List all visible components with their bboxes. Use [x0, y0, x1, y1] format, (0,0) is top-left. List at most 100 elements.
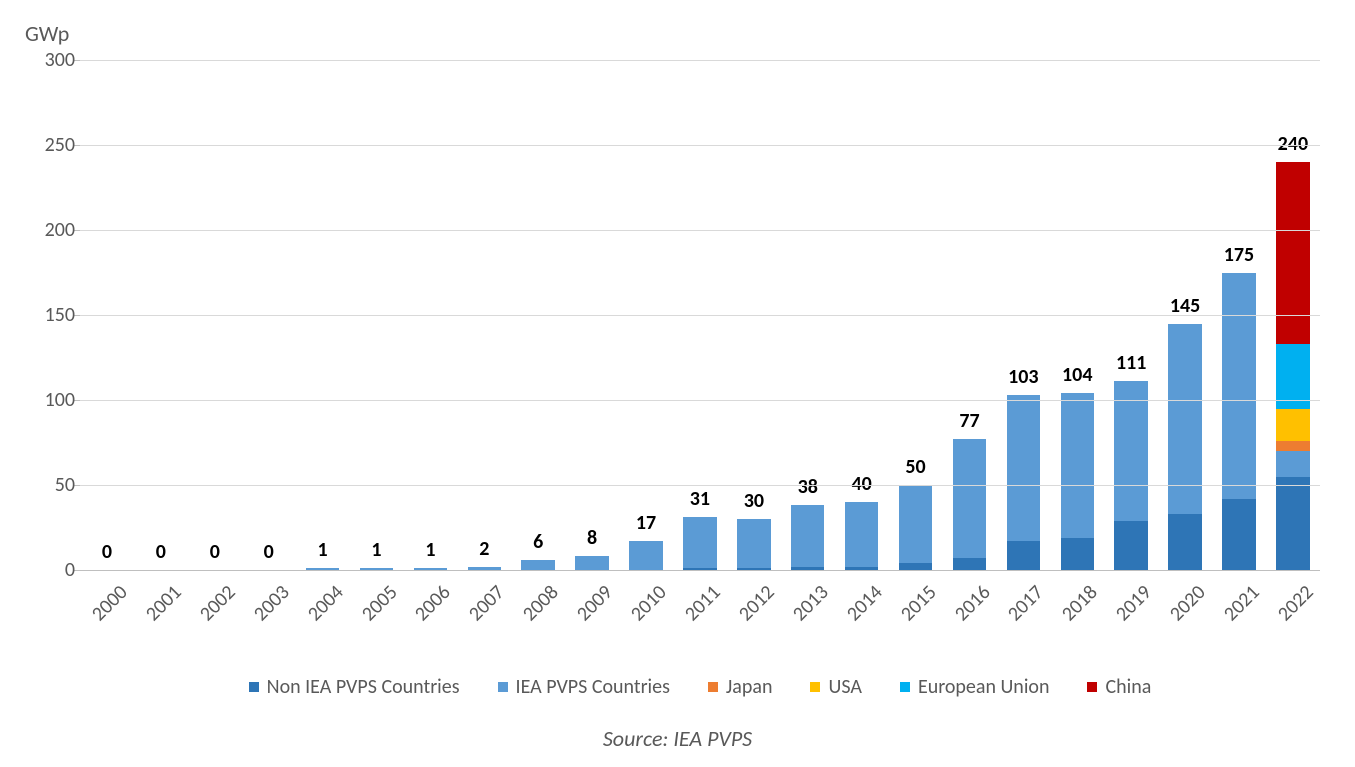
- bar-segment: [1276, 162, 1309, 344]
- legend-swatch: [708, 682, 718, 692]
- y-tick-label: 50: [25, 473, 75, 497]
- plot-area: 0000111268173130384050771031041111451752…: [80, 60, 1320, 571]
- bar: [683, 517, 716, 570]
- bar: [414, 568, 447, 570]
- bar-total-label: 240: [1278, 132, 1308, 156]
- gridline: [80, 145, 1320, 146]
- gridline: [80, 60, 1320, 61]
- bar-total-label: 50: [905, 455, 925, 479]
- y-tick-label: 250: [25, 133, 75, 157]
- bar-segment: [899, 563, 932, 570]
- bar: [1222, 273, 1255, 570]
- bar-total-label: 0: [264, 540, 274, 564]
- bar: [737, 519, 770, 570]
- legend-label: Non IEA PVPS Countries: [267, 675, 460, 699]
- bar-segment: [683, 568, 716, 570]
- bar-segment: [1276, 409, 1309, 441]
- bar-total-label: 1: [318, 538, 328, 562]
- gridline: [80, 230, 1320, 231]
- legend-item: Japan: [708, 675, 773, 699]
- source-caption: Source: IEA PVPS: [0, 725, 1355, 752]
- bar-segment: [1168, 514, 1201, 570]
- bar-total-label: 1: [425, 538, 435, 562]
- bar-total-label: 30: [744, 489, 764, 513]
- bar: [1114, 381, 1147, 570]
- bar: [791, 505, 824, 570]
- bar-total-label: 0: [156, 540, 166, 564]
- bar-segment: [1061, 538, 1094, 570]
- bar-segment: [629, 541, 662, 570]
- bar: [575, 556, 608, 570]
- legend-label: USA: [828, 675, 861, 699]
- bar-total-label: 145: [1170, 294, 1200, 318]
- bar-total-label: 40: [852, 472, 872, 496]
- bar-segment: [683, 517, 716, 568]
- bar-segment: [791, 505, 824, 566]
- bar-segment: [845, 567, 878, 570]
- bar: [899, 485, 932, 570]
- bar-segment: [1114, 381, 1147, 520]
- legend-label: European Union: [918, 675, 1050, 699]
- bar-segment: [1276, 441, 1309, 451]
- bar-total-label: 8: [587, 526, 597, 550]
- bar: [521, 560, 554, 570]
- bar-segment: [1276, 477, 1309, 571]
- y-axis-label: GWp: [25, 20, 69, 47]
- bar-total-label: 77: [959, 409, 979, 433]
- bar-segment: [791, 567, 824, 570]
- legend-item: USA: [810, 675, 861, 699]
- bar: [845, 502, 878, 570]
- bar-total-label: 0: [210, 540, 220, 564]
- y-tick-label: 100: [25, 388, 75, 412]
- bar-total-label: 6: [533, 530, 543, 554]
- legend-swatch: [249, 682, 259, 692]
- bar-segment: [1114, 521, 1147, 570]
- bar: [468, 567, 501, 570]
- legend-item: China: [1087, 675, 1151, 699]
- legend-label: Japan: [726, 675, 773, 699]
- bar-total-label: 38: [798, 475, 818, 499]
- bar-total-label: 0: [102, 540, 112, 564]
- bar-segment: [575, 556, 608, 570]
- bar-segment: [1276, 451, 1309, 477]
- bar-segment: [1276, 344, 1309, 409]
- bar-segment: [1222, 499, 1255, 570]
- bar-segment: [306, 568, 339, 570]
- bar-total-label: 111: [1116, 351, 1146, 375]
- bar: [360, 568, 393, 570]
- y-tick-label: 150: [25, 303, 75, 327]
- bar-segment: [953, 439, 986, 558]
- bar-segment: [899, 485, 932, 563]
- bar-segment: [521, 560, 554, 570]
- bar-total-label: 103: [1008, 365, 1038, 389]
- bar-total-label: 175: [1224, 243, 1254, 267]
- bar-segment: [1007, 395, 1040, 541]
- bar: [1276, 162, 1309, 570]
- bar-segment: [360, 568, 393, 570]
- legend-item: Non IEA PVPS Countries: [249, 675, 460, 699]
- bar-total-label: 104: [1062, 363, 1092, 387]
- x-axis: 2000200120022003200420052006200720082009…: [80, 575, 1320, 665]
- legend: Non IEA PVPS Countries IEA PVPS Countries…: [80, 675, 1320, 699]
- bar: [1061, 393, 1094, 570]
- bar-segment: [737, 519, 770, 568]
- gridline: [80, 400, 1320, 401]
- legend-label: China: [1105, 675, 1151, 699]
- bar-total-label: 31: [690, 487, 710, 511]
- legend-swatch: [1087, 682, 1097, 692]
- y-tick-label: 300: [25, 48, 75, 72]
- bar-segment: [953, 558, 986, 570]
- legend-swatch: [900, 682, 910, 692]
- legend-swatch: [498, 682, 508, 692]
- legend-item: European Union: [900, 675, 1050, 699]
- y-tick-label: 200: [25, 218, 75, 242]
- gridline: [80, 485, 1320, 486]
- bar-segment: [737, 568, 770, 570]
- legend-item: IEA PVPS Countries: [498, 675, 670, 699]
- bar-segment: [845, 502, 878, 567]
- bar-segment: [414, 568, 447, 570]
- bar-segment: [1007, 541, 1040, 570]
- bar: [1168, 324, 1201, 570]
- bar: [953, 439, 986, 570]
- bar-total-label: 17: [636, 511, 656, 535]
